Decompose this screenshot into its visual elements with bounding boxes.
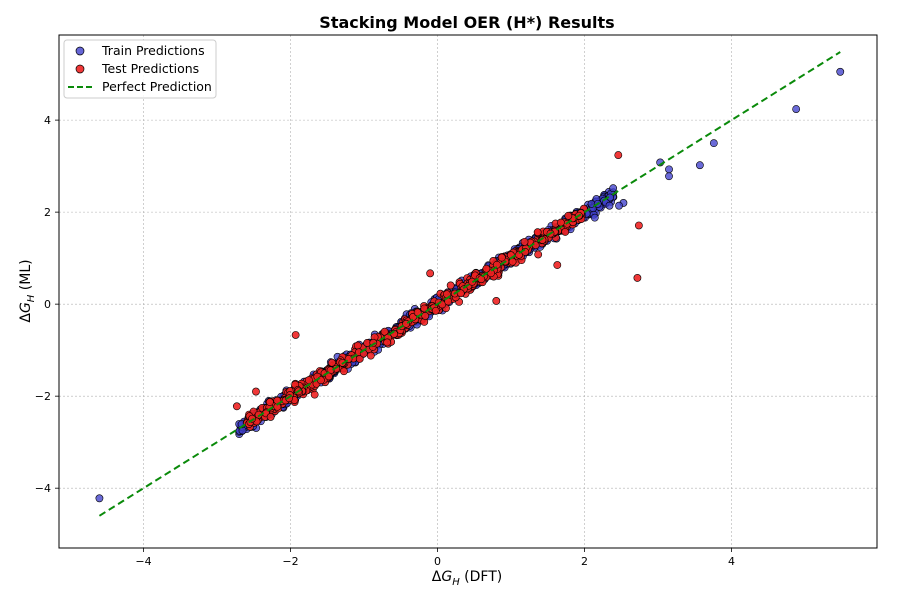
grid-lines xyxy=(59,35,877,548)
test-point xyxy=(252,387,260,396)
test-point xyxy=(355,354,364,363)
y-tick-label: 0 xyxy=(44,298,51,311)
test-point xyxy=(266,413,275,421)
test-point xyxy=(614,151,623,159)
test-point xyxy=(534,250,543,259)
test-point xyxy=(553,261,562,269)
train-point xyxy=(792,105,801,113)
train-point xyxy=(95,494,104,503)
data-points xyxy=(95,67,845,503)
test-point xyxy=(421,312,430,320)
train-point xyxy=(590,213,599,222)
legend-box xyxy=(63,39,217,99)
plot-frame xyxy=(58,34,878,549)
test-point xyxy=(304,376,313,385)
test-point xyxy=(477,275,486,284)
x-axis-label: ΔGH (DFT) xyxy=(432,569,502,588)
train-point xyxy=(695,161,704,170)
x-tick-label: 2 xyxy=(581,555,588,568)
test-point xyxy=(446,281,455,290)
train-point xyxy=(615,201,623,210)
test-point xyxy=(265,398,274,406)
test-point xyxy=(520,237,529,246)
test-point xyxy=(291,331,300,339)
test-point xyxy=(328,358,336,367)
test-point xyxy=(380,327,389,336)
legend-line-label: Perfect Prediction xyxy=(102,79,212,94)
test-point xyxy=(556,218,565,227)
perfect-prediction-segment xyxy=(98,51,841,517)
train-point xyxy=(836,67,845,76)
train-point xyxy=(665,165,673,174)
train-point xyxy=(665,172,673,181)
legend: Train Predictions Test Predictions Perfe… xyxy=(63,39,217,99)
test-point xyxy=(497,253,506,262)
test-point xyxy=(340,367,348,376)
x-tick-label: −2 xyxy=(282,555,298,568)
x-tick-label: 0 xyxy=(434,555,441,568)
train-point xyxy=(709,139,718,148)
y-tick-label: 4 xyxy=(44,114,51,127)
test-point xyxy=(564,211,573,220)
axis-label-text: ΔGH (DFT) xyxy=(432,569,502,588)
perfect-prediction-line xyxy=(98,51,841,517)
test-point xyxy=(633,274,642,282)
x-tick-label: 4 xyxy=(728,555,735,568)
test-point xyxy=(634,221,643,230)
y-tick-label: −2 xyxy=(35,390,51,403)
y-axis-label: ΔGH (ML) xyxy=(18,259,37,322)
test-point xyxy=(366,351,375,360)
test-point xyxy=(482,264,491,273)
test-point xyxy=(232,402,241,411)
train-point xyxy=(609,184,618,193)
legend-train-marker xyxy=(75,46,85,56)
test-point xyxy=(492,297,501,305)
test-point xyxy=(426,269,435,278)
legend-train-label: Train Predictions xyxy=(101,43,205,58)
test-point xyxy=(533,228,542,237)
x-tick-label: −4 xyxy=(135,555,151,568)
test-point xyxy=(431,306,440,315)
test-point xyxy=(353,341,362,350)
legend-test-marker xyxy=(75,64,85,74)
y-tick-label: 2 xyxy=(44,206,51,219)
axis-ticks: −4 −2 0 2 4 −4 −2 0 2 4 xyxy=(35,114,735,568)
test-point xyxy=(561,228,570,236)
test-point xyxy=(383,338,392,347)
train-point xyxy=(605,201,614,210)
axis-label-text: ΔGH (ML) xyxy=(18,259,37,322)
legend-test-label: Test Predictions xyxy=(101,61,199,76)
test-point xyxy=(310,390,319,399)
chart-title: Stacking Model OER (H*) Results xyxy=(319,13,614,32)
y-tick-label: −4 xyxy=(35,482,51,495)
